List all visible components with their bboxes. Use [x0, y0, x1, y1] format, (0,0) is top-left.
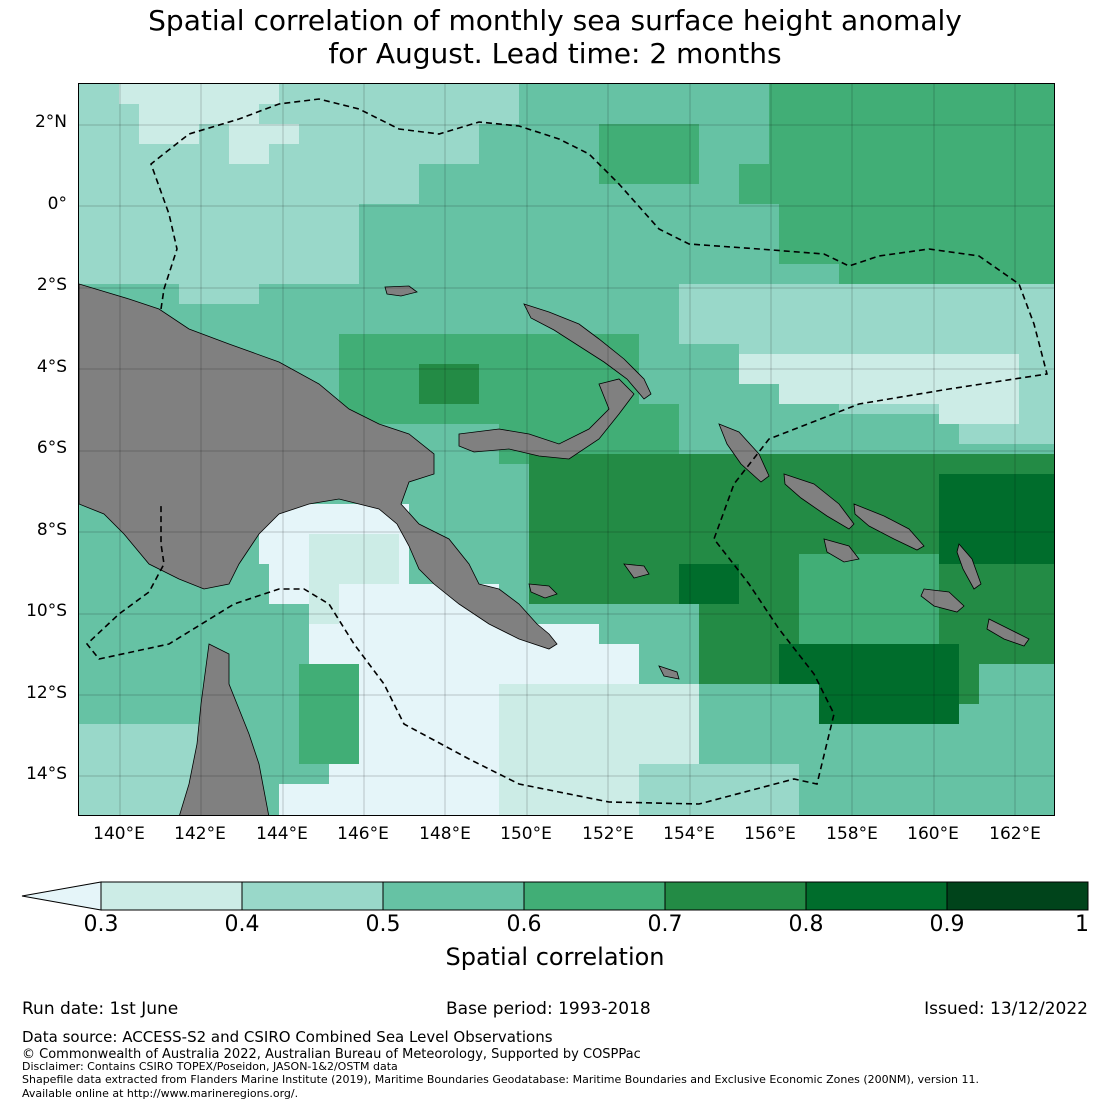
- colorbar-segment-1: [100, 881, 243, 911]
- colorbar-segment-3: [382, 881, 525, 911]
- colorbar-segment-6: [805, 881, 948, 911]
- bougainville-island: [718, 423, 770, 483]
- correlation-map: [79, 84, 1054, 815]
- new-britain-island: [458, 378, 635, 460]
- zone-0-3-0-4-e: [739, 354, 1019, 424]
- colorbar-tick-0-6: 0.6: [506, 912, 542, 937]
- lat-label-2s: 2°S: [36, 275, 67, 295]
- lon-label-162e: 162°E: [989, 824, 1041, 844]
- manus-island: [384, 285, 418, 297]
- lat-label-4s: 4°S: [36, 357, 67, 377]
- cape-york-landmass: [179, 643, 270, 815]
- zone-0-5-0-6-s: [639, 764, 799, 815]
- lon-label-158e: 158°E: [826, 824, 878, 844]
- base-period: Base period: 1993-2018: [446, 999, 651, 1019]
- louisiade-islands: [528, 563, 680, 680]
- lon-label-154e: 154°E: [663, 824, 715, 844]
- lat-label-0: 0°: [47, 194, 67, 214]
- lon-label-156e: 156°E: [744, 824, 796, 844]
- colorbar-segment-2: [241, 881, 384, 911]
- zone-0-7-0-8-se: [799, 554, 939, 644]
- colorbar-tick-0-8: 0.8: [788, 912, 824, 937]
- colorbar-tick-0-7: 0.7: [647, 912, 683, 937]
- zone-0-7-0-8-ne: [739, 84, 1054, 334]
- colorbar-tick-0-3: 0.3: [83, 912, 119, 937]
- guadalcanal-island: [920, 588, 965, 613]
- lon-label-152e: 152°E: [582, 824, 634, 844]
- available-online: Available online at http://www.marinereg…: [22, 1087, 299, 1100]
- zone-0-9-1-e: [939, 474, 1054, 564]
- lon-label-142e: 142°E: [174, 824, 226, 844]
- zone-0-3-0-4-gulf: [309, 534, 399, 624]
- malaita-island: [956, 543, 982, 590]
- data-source: Data source: ACCESS-S2 and CSIRO Combine…: [22, 1028, 553, 1046]
- colorbar-segment-4: [523, 881, 666, 911]
- new-guinea-landmass: [79, 283, 558, 650]
- lat-label-2n: 2°N: [34, 112, 67, 132]
- colorbar-frame: [100, 881, 1089, 911]
- title-line-2: for August. Lead time: 2 months: [328, 37, 782, 70]
- zone-0-3-0-4-nw2: [229, 124, 299, 164]
- disclaimer: Disclaimer: Contains CSIRO TOPEX/Poseido…: [22, 1060, 398, 1073]
- lon-label-160e: 160°E: [907, 824, 959, 844]
- lon-label-150e: 150°E: [500, 824, 552, 844]
- colorbar-segment-5: [664, 881, 807, 911]
- lon-label-146e: 146°E: [337, 824, 389, 844]
- colorbar-segment-7: [946, 881, 1089, 911]
- map-panel: [78, 83, 1055, 816]
- zone-0-5-0-6-sw: [79, 724, 199, 815]
- colorbar-tick-1: 1: [1075, 912, 1089, 937]
- lat-label-8s: 8°S: [36, 520, 67, 540]
- makira-island: [986, 618, 1030, 647]
- zone-0-3-0-4-nw: [119, 84, 279, 144]
- lon-label-148e: 148°E: [419, 824, 471, 844]
- run-date: Run date: 1st June: [22, 999, 179, 1019]
- lat-label-14s: 14°S: [26, 764, 67, 784]
- colorbar-extend-min: [21, 881, 102, 911]
- colorbar-tick-0-5: 0.5: [365, 912, 401, 937]
- title-line-1: Spatial correlation of monthly sea surfa…: [148, 4, 962, 37]
- zone-0-9-1-c: [679, 564, 739, 604]
- lat-label-12s: 12°S: [26, 683, 67, 703]
- zone-0-3-0-4-s: [499, 684, 699, 815]
- colorbar-tick-0-4: 0.4: [224, 912, 260, 937]
- lat-label-10s: 10°S: [26, 601, 67, 621]
- zone-0-9-1-se: [779, 644, 959, 724]
- colorbar: [21, 881, 1089, 911]
- new-ireland-island: [523, 303, 652, 400]
- colorbar-tick-0-9: 0.9: [929, 912, 965, 937]
- zone-0-7-0-8-n: [599, 124, 699, 184]
- issued-date: Issued: 13/12/2022: [924, 999, 1088, 1019]
- map-title: Spatial correlation of monthly sea surfa…: [0, 4, 1110, 70]
- choiseul-island: [783, 473, 855, 530]
- new-georgia-island: [823, 538, 860, 563]
- shapefile-credit: Shapefile data extracted from Flanders M…: [22, 1073, 979, 1086]
- copyright: © Commonwealth of Australia 2022, Austra…: [22, 1047, 641, 1062]
- zone-0-7-0-8-gulf: [299, 664, 359, 764]
- colorbar-label: Spatial correlation: [445, 943, 665, 971]
- gridlines: [79, 84, 1054, 815]
- lat-label-6s: 6°S: [36, 438, 67, 458]
- zone-0-8-0-9-c: [419, 364, 479, 404]
- lon-label-144e: 144°E: [256, 824, 308, 844]
- lon-label-140e: 140°E: [93, 824, 145, 844]
- santa-isabel-island: [853, 503, 925, 551]
